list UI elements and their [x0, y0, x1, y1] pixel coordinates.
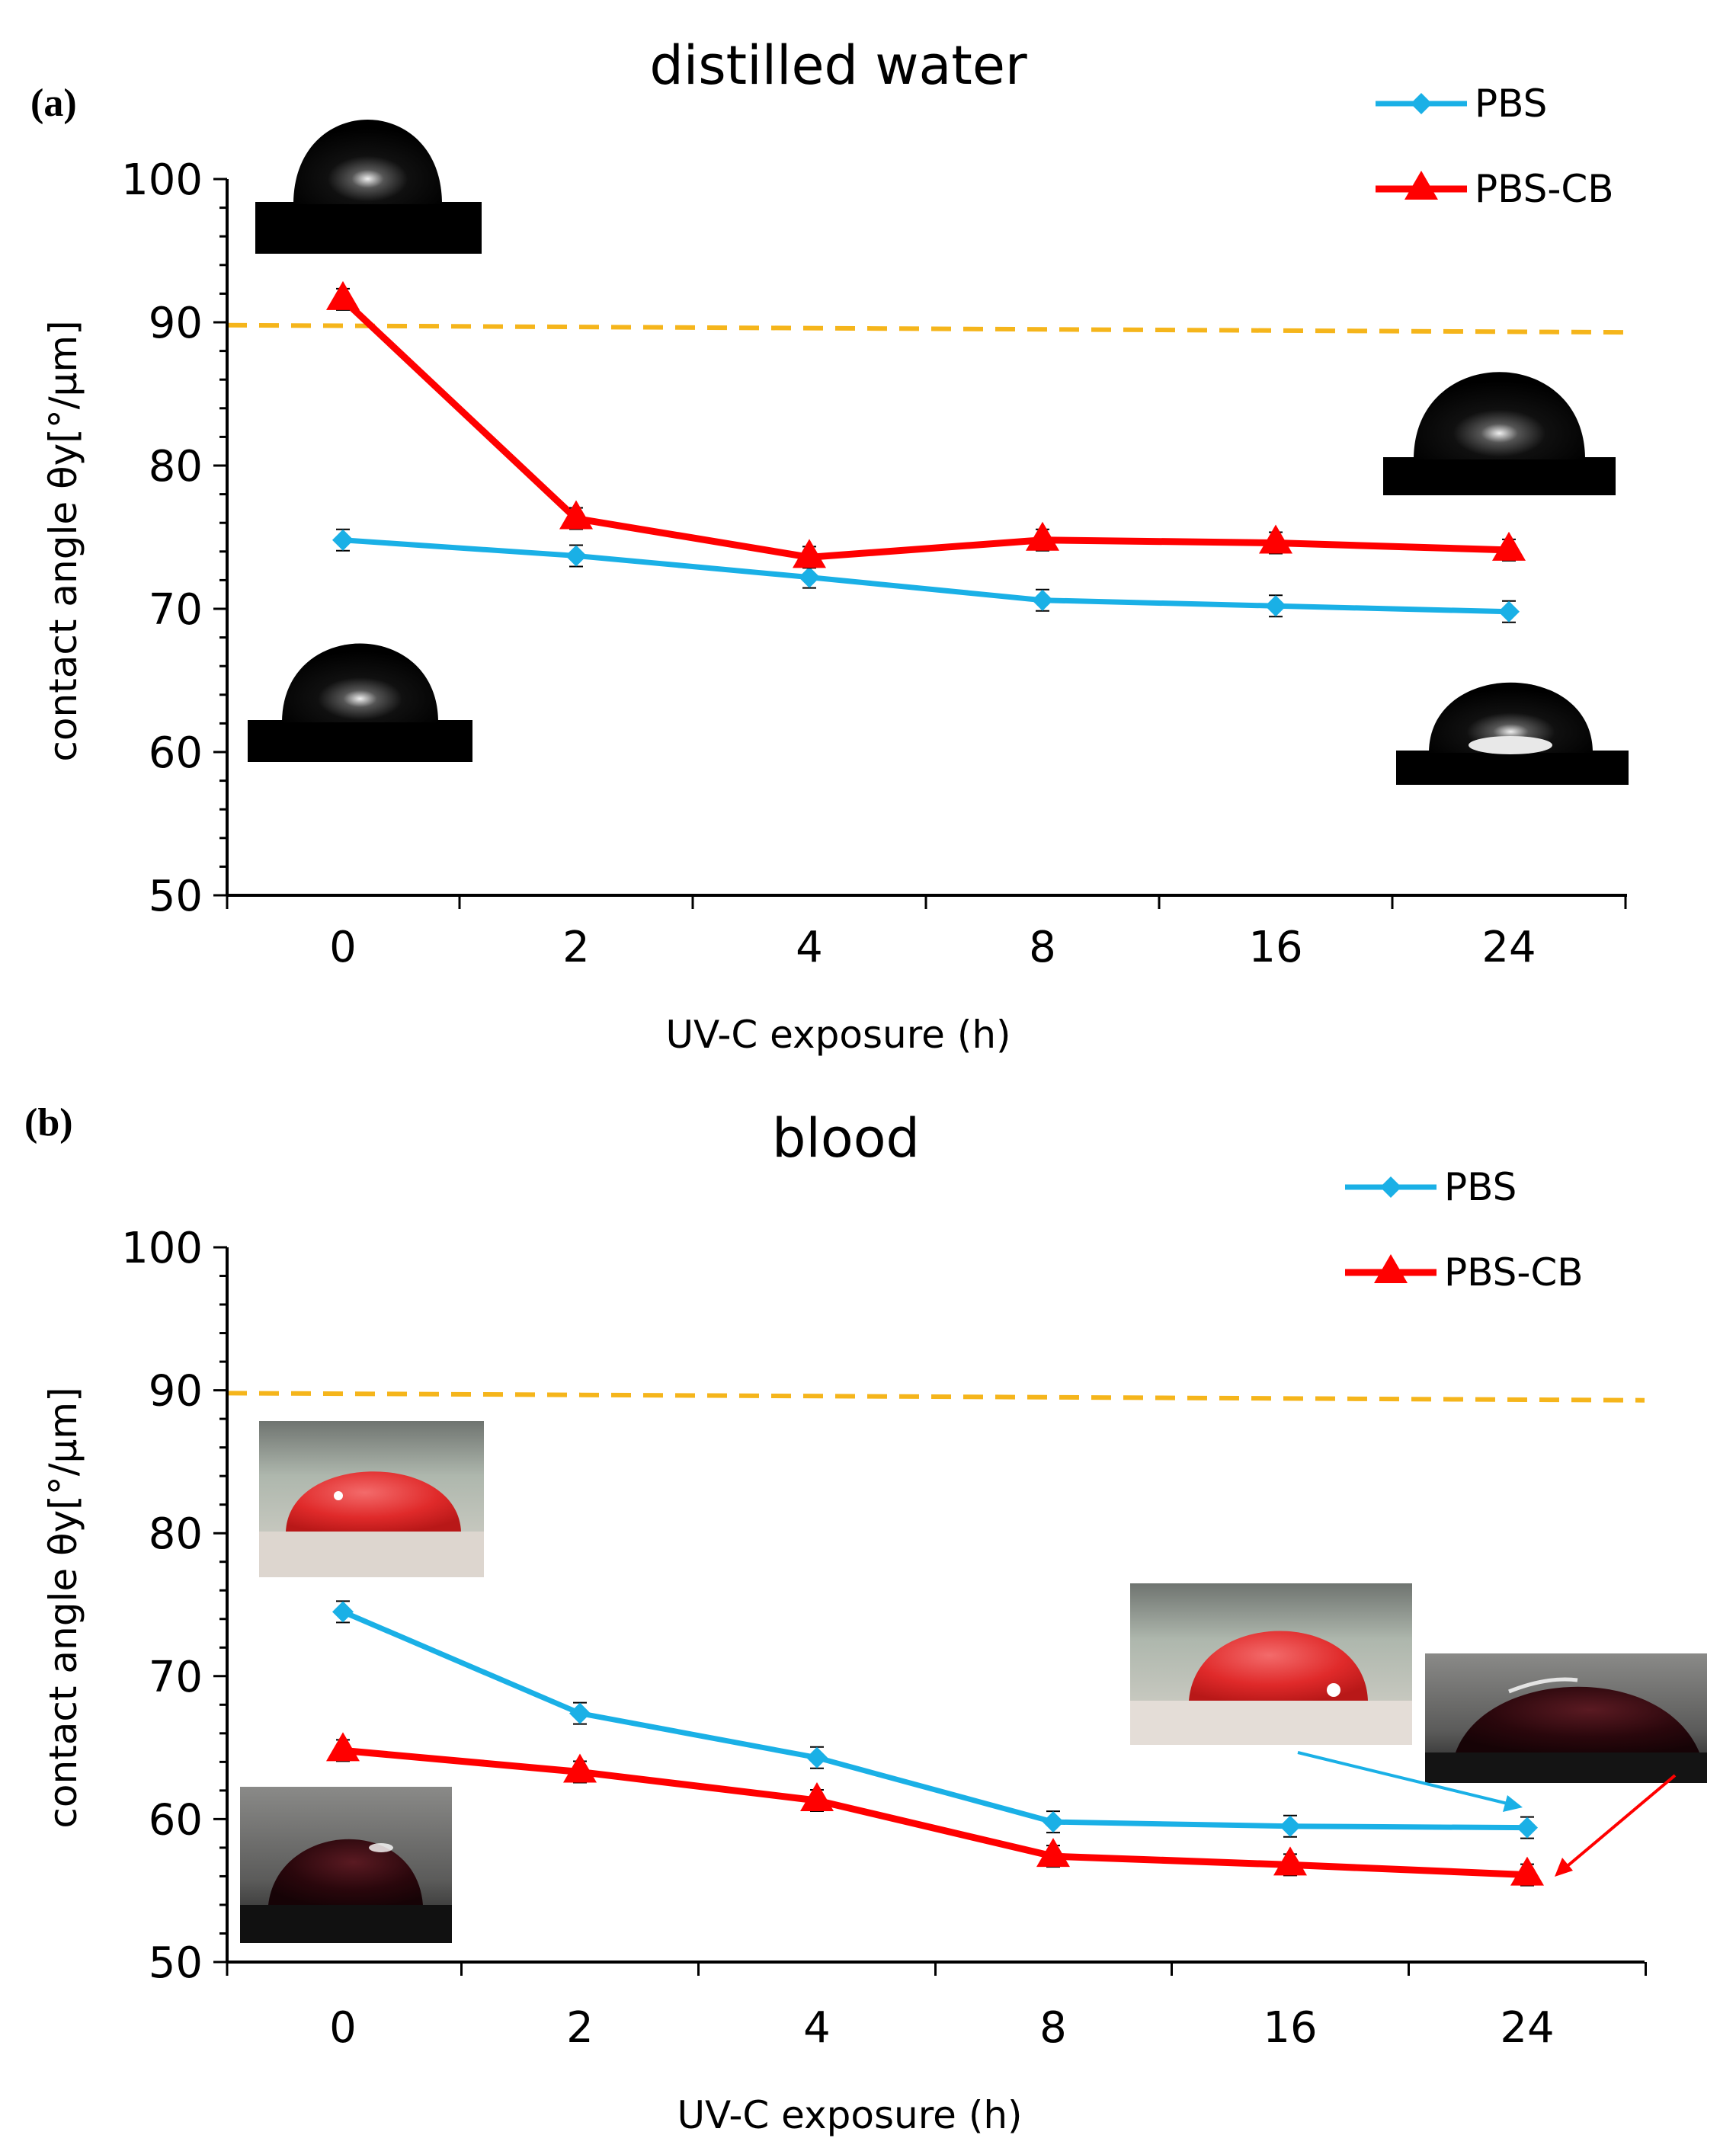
x-tick-label: 0 — [329, 2003, 357, 2053]
data-point-pbs-cb — [1026, 521, 1059, 551]
legend-pbs-label: PBS — [1444, 1165, 1517, 1209]
data-point-pbs-cb — [559, 500, 593, 530]
panel-blood: (b) blood contact angle θy[°/μm] UV-C ex… — [24, 1101, 1707, 2137]
panel-label: (a) — [30, 82, 77, 125]
data-point-pbs-cb — [326, 1732, 360, 1762]
legend: PBS PBS-CB — [1345, 1165, 1584, 1295]
y-tick-label: 70 — [149, 585, 203, 635]
data-point-pbs-cb — [1492, 531, 1526, 561]
legend-pbs-cb-marker — [1404, 171, 1438, 200]
x-tick-label: 4 — [796, 923, 823, 972]
legend-pbs-marker — [1411, 93, 1432, 114]
data-point-pbs-cb — [563, 1753, 597, 1783]
legend: PBS PBS-CB — [1376, 82, 1614, 211]
data-point-pbs — [1498, 600, 1520, 623]
y-tick-label: 80 — [149, 1509, 203, 1559]
data-point-pbs — [569, 1702, 591, 1724]
data-point-pbs-cb — [1510, 1856, 1544, 1886]
x-tick-label: 4 — [803, 2003, 831, 2053]
x-tick-label: 24 — [1500, 2003, 1554, 2053]
series-line-pbs — [342, 537, 1510, 615]
data-point-pbs — [1043, 1811, 1064, 1833]
data-point-pbs — [332, 529, 354, 551]
y-tick-label: 80 — [149, 442, 203, 491]
droplet-photo-pbs-cb-24h — [1425, 1653, 1707, 1783]
x-tick-label: 16 — [1248, 923, 1302, 972]
y-tick-label: 50 — [149, 872, 203, 921]
data-point-pbs — [332, 1601, 354, 1623]
data-point-pbs — [1265, 595, 1286, 617]
annotation-arrows — [1297, 1751, 1677, 1877]
legend-pbs-label: PBS — [1475, 82, 1547, 126]
legend-pbs-cb-marker — [1374, 1254, 1408, 1283]
droplet-photo-pbs-0h — [259, 1421, 484, 1577]
droplet-photos — [240, 1421, 1707, 1943]
y-tick-label: 100 — [121, 155, 203, 205]
legend-pbs-cb-label: PBS-CB — [1475, 167, 1614, 211]
x-tick-label: 16 — [1263, 2003, 1317, 2053]
data-point-pbs — [1280, 1815, 1301, 1837]
y-axis-title: contact angle θy[°/μm] — [41, 1387, 85, 1828]
x-tick-label: 0 — [329, 923, 357, 972]
y-tick-label: 60 — [149, 728, 203, 778]
y-axis-title: contact angle θy[°/μm] — [41, 320, 85, 761]
droplet-photo-pbs-cb-0h — [240, 1787, 452, 1943]
data-point-pbs-cb — [326, 280, 360, 310]
y-tick-label: 90 — [149, 1367, 203, 1416]
droplet-photos — [248, 120, 1629, 785]
data-point-pbs — [799, 566, 820, 588]
series-line-pbs — [341, 1609, 1528, 1831]
x-axis-title: UV-C exposure (h) — [677, 2093, 1022, 2137]
series-line-pbs-cb — [342, 1746, 1528, 1879]
droplet-photo-pbs-24h — [1396, 682, 1629, 785]
panel-label: (b) — [24, 1101, 73, 1144]
data-point-pbs-cb — [1259, 524, 1292, 554]
data-point-pbs-cb — [800, 1782, 834, 1812]
y-tick-label: 70 — [149, 1653, 203, 1702]
droplet-photo-pbs-cb-0h — [255, 120, 482, 254]
chart-title: blood — [772, 1107, 920, 1170]
x-tick-label: 8 — [1039, 2003, 1067, 2053]
data-point-pbs-cb — [1036, 1838, 1070, 1868]
legend-pbs-marker — [1380, 1176, 1401, 1198]
y-tick-label: 50 — [149, 1938, 203, 1988]
x-tick-label: 2 — [566, 2003, 594, 2053]
reference-line-90 — [226, 322, 1628, 335]
data-point-pbs — [565, 545, 587, 567]
chart-title: distilled water — [649, 34, 1027, 97]
x-tick-label: 2 — [562, 923, 590, 972]
x-tick-label: 8 — [1029, 923, 1056, 972]
series-line-pbs-cb — [340, 296, 1510, 561]
droplet-photo-pbs-24h — [1130, 1583, 1412, 1745]
arrow-pbs-cb — [1562, 1774, 1677, 1871]
data-point-pbs — [1032, 589, 1053, 611]
droplet-photo-pbs-cb-24h — [1383, 372, 1616, 495]
droplet-photo-pbs-0h — [248, 643, 472, 762]
data-point-pbs — [1517, 1817, 1538, 1839]
panel-distilled-water: (a) distilled water contact angle θy[°/μ… — [30, 34, 1629, 1057]
data-point-pbs — [806, 1746, 828, 1768]
data-point-pbs-cb — [1273, 1846, 1307, 1876]
arrow-pbs — [1297, 1751, 1508, 1805]
x-axis-title: UV-C exposure (h) — [665, 1013, 1011, 1057]
legend-pbs-cb-label: PBS-CB — [1444, 1250, 1584, 1295]
x-tick-label: 24 — [1481, 923, 1536, 972]
y-tick-label: 90 — [149, 299, 203, 348]
data-point-pbs-cb — [793, 539, 826, 568]
y-tick-label: 100 — [121, 1224, 203, 1273]
reference-line-90 — [226, 1391, 1645, 1403]
y-tick-label: 60 — [149, 1795, 203, 1845]
